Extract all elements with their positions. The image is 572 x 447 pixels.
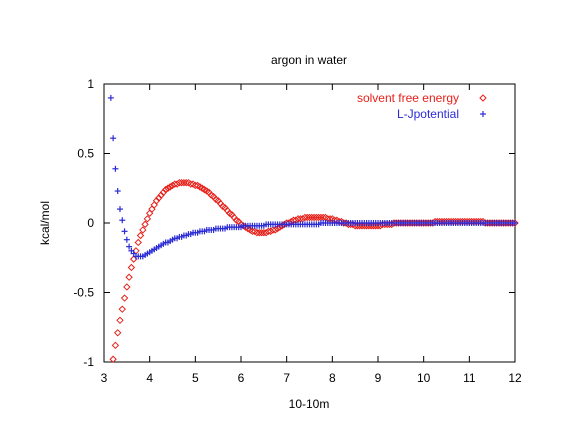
- data-point: [187, 180, 195, 188]
- x-tick-label: 8: [329, 371, 336, 385]
- x-tick-label: 9: [375, 371, 382, 385]
- data-point: [271, 226, 279, 234]
- data-point: [123, 283, 131, 291]
- legend-plus-marker: [480, 111, 486, 117]
- x-tick-label: 7: [283, 371, 290, 385]
- x-tick-label: 5: [192, 371, 199, 385]
- data-point: [248, 227, 257, 236]
- data-point: [166, 183, 174, 191]
- chart-title: argon in water: [271, 53, 347, 67]
- y-axis-label: kcal/mol: [38, 201, 52, 245]
- data-point: [110, 135, 117, 142]
- data-point: [139, 226, 147, 234]
- x-tick-label: 6: [238, 371, 245, 385]
- data-point: [273, 224, 282, 233]
- data-point: [123, 236, 130, 243]
- legend: solvent free energy L-Jpotential: [357, 91, 487, 121]
- data-point: [191, 181, 200, 190]
- series-solvent-free-energy: [109, 178, 519, 363]
- data-point: [161, 185, 170, 194]
- x-tick-label: 10: [417, 371, 431, 385]
- data-point: [127, 263, 136, 272]
- data-point: [159, 188, 168, 197]
- data-point: [155, 194, 163, 202]
- data-point: [164, 184, 172, 192]
- data-point: [114, 188, 121, 195]
- x-tick-label: 3: [101, 371, 108, 385]
- y-tick-label: 1: [87, 77, 94, 91]
- data-point: [119, 217, 126, 224]
- data-point: [182, 178, 190, 187]
- data-point: [111, 341, 120, 350]
- series-lj-potential: [107, 94, 518, 260]
- data-point: [116, 316, 124, 325]
- legend-marker-lj-potential: [480, 111, 486, 117]
- data-point: [121, 228, 128, 235]
- data-point: [150, 201, 158, 209]
- data-point: [152, 197, 161, 205]
- data-point: [148, 205, 156, 213]
- data-point: [113, 329, 122, 337]
- y-axis-ticks: 1 0.5 0 -0.5 -1: [73, 77, 515, 369]
- legend-label-lj-potential: L-Jpotential: [397, 107, 459, 121]
- legend-label-solvent-free-energy: solvent free energy: [357, 91, 459, 105]
- data-point: [125, 273, 133, 281]
- x-tick-label: 4: [146, 371, 153, 385]
- data-point: [136, 231, 145, 240]
- x-axis-label: 10-10m: [289, 397, 330, 411]
- y-tick-label: 0: [87, 216, 94, 230]
- data-point: [120, 294, 129, 302]
- x-axis-ticks: 3 4 5 6 7 8 9 10 11 12: [101, 84, 522, 385]
- plot-series: [107, 94, 519, 363]
- data-point: [107, 94, 114, 101]
- y-tick-label: -0.5: [73, 286, 94, 300]
- x-tick-label: 11: [463, 371, 476, 385]
- data-point: [512, 220, 518, 226]
- data-point: [118, 305, 126, 313]
- data-point: [126, 243, 133, 250]
- data-point: [112, 165, 119, 172]
- legend-marker-solvent-free-energy: [479, 94, 487, 102]
- data-point: [134, 238, 142, 247]
- data-point: [116, 206, 123, 213]
- y-tick-label: -1: [83, 355, 94, 369]
- data-point: [157, 191, 165, 199]
- data-point: [141, 220, 149, 229]
- x-tick-label: 12: [508, 371, 522, 385]
- y-tick-label: 0.5: [77, 147, 94, 161]
- data-point: [143, 215, 152, 223]
- data-point: [109, 355, 117, 363]
- legend-diamond-marker: [479, 94, 487, 102]
